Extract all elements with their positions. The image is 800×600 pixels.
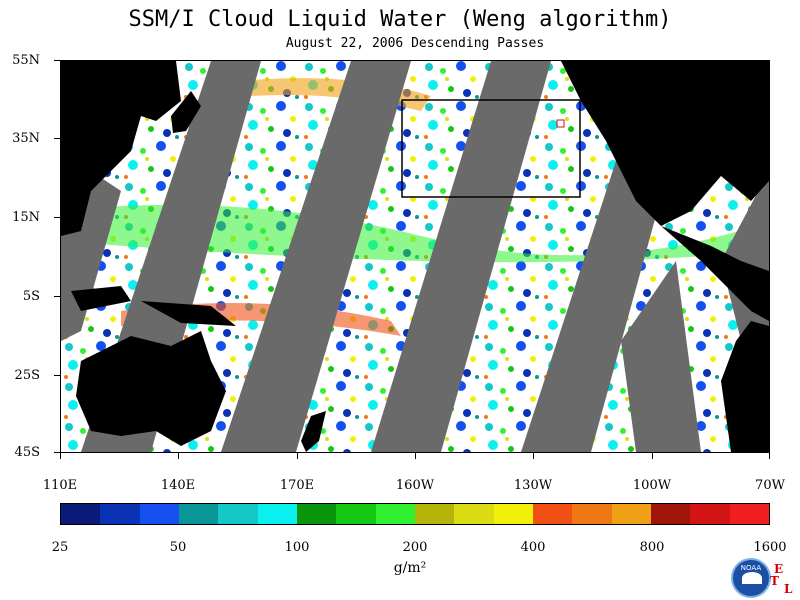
colorbar-swatch [690, 504, 730, 524]
colorbar-swatch [336, 504, 376, 524]
lat-tick [54, 375, 60, 376]
lon-tick [60, 453, 61, 459]
swath-gap [371, 61, 551, 452]
lat-tick [54, 60, 60, 61]
colorbar-swatch [178, 504, 219, 524]
colorbar-swatch [729, 504, 769, 524]
rain-band [61, 204, 769, 263]
colorbar-swatch [454, 504, 494, 524]
asia-land [61, 61, 181, 236]
lat-tick [54, 296, 60, 297]
new-guinea-land [141, 301, 236, 326]
logo-text: NOAA [740, 564, 762, 572]
lon-label: 130W [513, 478, 553, 493]
central-america-land [661, 226, 769, 321]
lat-label: 35N [12, 131, 40, 146]
colorbar-swatch [375, 504, 415, 524]
lat-label: 55N [12, 53, 40, 68]
colorbar-swatch [139, 504, 179, 524]
map-svg [61, 61, 769, 452]
etl-letter: T [770, 574, 779, 588]
swath-gap [521, 161, 671, 452]
south-america-land [721, 321, 769, 452]
colorbar-swatch [61, 504, 101, 524]
lon-label: 160W [395, 478, 435, 493]
colorbar [60, 503, 770, 525]
etl-letter: L [784, 582, 793, 596]
colorbar-swatch [532, 504, 573, 524]
new-zealand-land [301, 411, 326, 452]
lat-tick [54, 217, 60, 218]
seagull-icon [742, 572, 762, 584]
selection-box [401, 99, 581, 198]
lon-tick [415, 453, 416, 459]
colorbar-label: 800 [639, 540, 665, 555]
colorbar-label: 100 [284, 540, 310, 555]
australia-land [76, 331, 226, 446]
lon-tick [533, 453, 534, 459]
lon-label: 140E [160, 478, 196, 493]
colorbar-swatch [414, 504, 455, 524]
lat-label: 25S [14, 368, 40, 383]
lon-label: 70W [755, 478, 785, 493]
lat-label: 45S [14, 445, 40, 460]
lat-tick [54, 138, 60, 139]
swath-gap [221, 61, 411, 452]
colorbar-swatch [650, 504, 691, 524]
colorbar-swatch [100, 504, 140, 524]
chart-subtitle: August 22, 2006 Descending Passes [285, 36, 545, 51]
colorbar-unit: g/m² [393, 560, 427, 576]
lon-label: 170E [279, 478, 315, 493]
lon-tick [178, 453, 179, 459]
swath-gap [621, 261, 701, 452]
colorbar-label: 25 [51, 540, 69, 555]
lon-tick [769, 453, 770, 459]
red-marker [556, 119, 565, 128]
colorbar-swatch [218, 504, 258, 524]
noaa-logo: NOAA [731, 558, 771, 598]
japan-land [171, 91, 201, 133]
colorbar-swatch [611, 504, 651, 524]
chart-title: SSM/I Cloud Liquid Water (Weng algorithm… [128, 7, 672, 32]
lon-tick [297, 453, 298, 459]
lat-tick [54, 452, 60, 453]
colorbar-swatch [257, 504, 297, 524]
colorbar-swatch [493, 504, 533, 524]
lat-label: 5S [22, 289, 40, 304]
colorbar-swatch [572, 504, 612, 524]
etl-letter: E [774, 562, 784, 576]
colorbar-label: 400 [520, 540, 546, 555]
colorbar-label: 1600 [753, 540, 787, 555]
north-america-land [561, 61, 769, 226]
cloud-water-map [60, 60, 770, 453]
lon-label: 100W [632, 478, 672, 493]
colorbar-label: 200 [402, 540, 428, 555]
colorbar-swatch [296, 504, 337, 524]
lat-label: 15N [12, 210, 40, 225]
colorbar-label: 50 [169, 540, 187, 555]
lon-label: 110E [42, 478, 78, 493]
indonesia-land [71, 286, 131, 311]
lon-tick [652, 453, 653, 459]
